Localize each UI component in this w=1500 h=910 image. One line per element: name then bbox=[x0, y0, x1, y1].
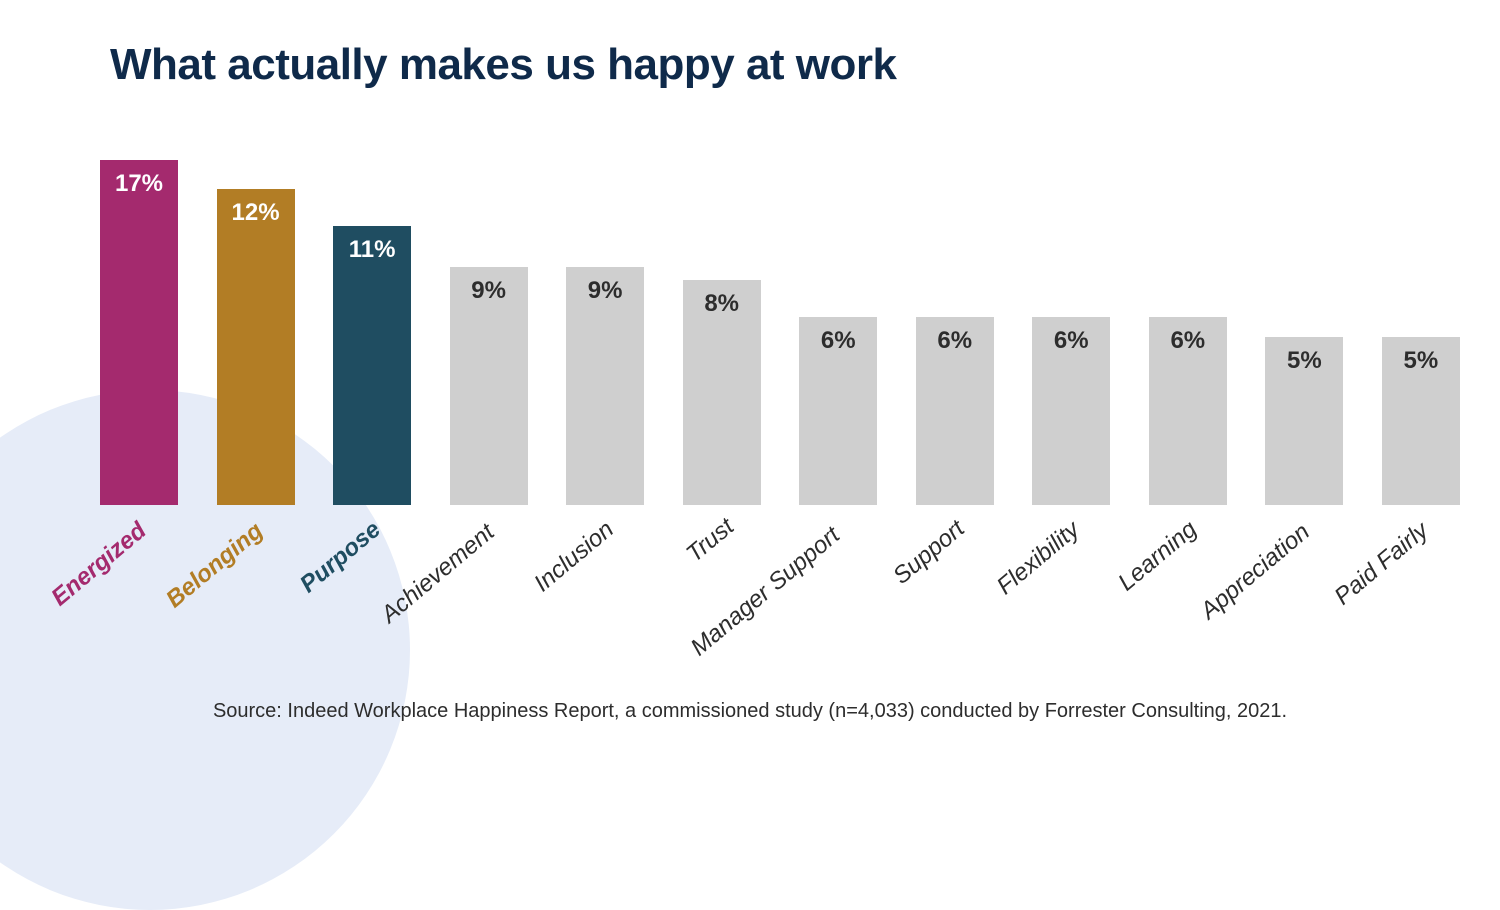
bar-category-label: Learning bbox=[1113, 516, 1203, 597]
bar: 11% bbox=[333, 226, 411, 505]
bar-slot: 6%Flexibility bbox=[1032, 317, 1110, 505]
bar: 17% bbox=[100, 160, 178, 505]
bar-value-label: 12% bbox=[217, 189, 295, 227]
bar-slot: 12%Belonging bbox=[217, 189, 295, 505]
bar-slot: 6%Support bbox=[916, 317, 994, 505]
bar-slot: 8%Trust bbox=[683, 280, 761, 505]
bar-slot: 6%Learning bbox=[1149, 317, 1227, 505]
bar: 5% bbox=[1265, 337, 1343, 505]
bar-category-label: Paid Fairly bbox=[1329, 517, 1434, 611]
bar-value-label: 6% bbox=[1149, 317, 1227, 355]
bar-value-label: 6% bbox=[799, 317, 877, 355]
bar-value-label: 9% bbox=[450, 267, 528, 305]
bar-slot: 5%Paid Fairly bbox=[1382, 337, 1460, 505]
bar-slot: 9%Inclusion bbox=[566, 267, 644, 505]
bar-category-label: Appreciation bbox=[1196, 518, 1316, 625]
bar-slot: 11%Purpose bbox=[333, 226, 411, 505]
bar-value-label: 11% bbox=[333, 226, 411, 264]
bar: 6% bbox=[1032, 317, 1110, 505]
bar-chart: 17%Energized 12%Belonging 11%Purpose 9%Achi… bbox=[100, 160, 1460, 505]
bar-value-label: 5% bbox=[1382, 337, 1460, 375]
bar-value-label: 6% bbox=[916, 317, 994, 355]
chart-title: What actually makes us happy at work bbox=[110, 40, 896, 90]
bar: 6% bbox=[916, 317, 994, 505]
bar-slot: 6%Manager Support bbox=[799, 317, 877, 505]
source-caption: Source: Indeed Workplace Happiness Repor… bbox=[0, 700, 1500, 723]
bar: 6% bbox=[799, 317, 877, 505]
bar-category-label: Trust bbox=[681, 513, 740, 568]
bar-value-label: 5% bbox=[1265, 337, 1343, 375]
bar-category-label: Inclusion bbox=[529, 516, 620, 598]
bar-slot: 9%Achievement bbox=[450, 267, 528, 505]
bar: 12% bbox=[217, 189, 295, 505]
bar-value-label: 6% bbox=[1032, 317, 1110, 355]
bar-slot: 17%Energized bbox=[100, 160, 178, 505]
bar-category-label: Support bbox=[888, 515, 970, 590]
bar: 8% bbox=[683, 280, 761, 505]
bar: 5% bbox=[1382, 337, 1460, 505]
bar-slot: 5%Appreciation bbox=[1265, 337, 1343, 505]
bar-value-label: 17% bbox=[100, 160, 178, 198]
bar: 9% bbox=[566, 267, 644, 505]
bar-category-label: Flexibility bbox=[992, 516, 1086, 601]
bar: 9% bbox=[450, 267, 528, 505]
bar-value-label: 8% bbox=[683, 280, 761, 318]
bar: 6% bbox=[1149, 317, 1227, 505]
bar-value-label: 9% bbox=[566, 267, 644, 305]
